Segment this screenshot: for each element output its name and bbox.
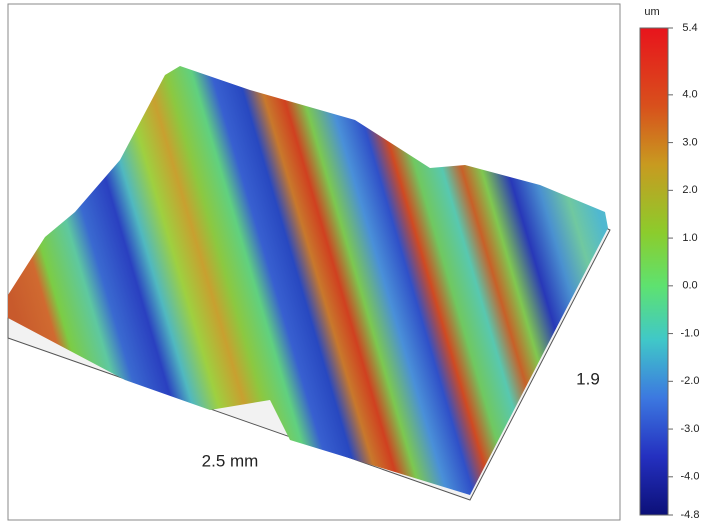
x-axis-label: 2.5 mm <box>202 451 259 470</box>
colorbar-tick-label: 4.0 <box>682 89 697 101</box>
colorbar-tick-label: 0.0 <box>682 280 697 292</box>
colorbar-tick-label: 3.0 <box>682 136 697 148</box>
colorbar-tick-label: -4.8 <box>681 509 700 521</box>
colorbar-tick-label: -1.0 <box>681 327 700 339</box>
colorbar-tick-label: 5.4 <box>682 22 697 34</box>
colorbar-tick-label: -4.0 <box>681 471 700 483</box>
y-axis-label: 1.9 <box>576 369 600 388</box>
colorbar-tick-label: 2.0 <box>682 184 697 196</box>
colorbar <box>639 27 669 516</box>
colorbar-tick-label: -2.0 <box>681 375 700 387</box>
colorbar-tick-label: -3.0 <box>681 423 700 435</box>
colorbar-tick-label: 1.0 <box>682 232 697 244</box>
surface <box>8 66 608 495</box>
colorbar-unit: um <box>644 6 659 18</box>
plot-frame <box>7 3 621 521</box>
